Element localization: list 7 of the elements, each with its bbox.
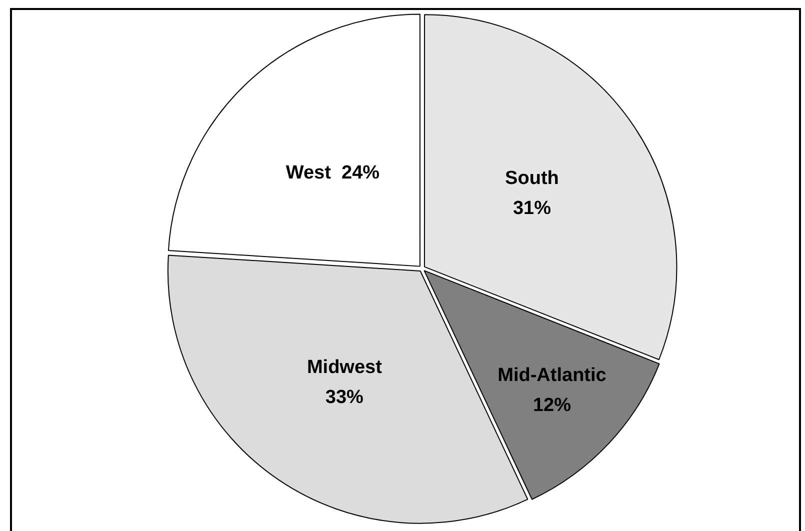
data-label: 12% bbox=[532, 394, 572, 416]
slice-label: South bbox=[505, 168, 559, 189]
data-label: 33% bbox=[325, 386, 364, 408]
slice-label: Mid-Atlantic bbox=[498, 364, 607, 386]
slice-label: West 24% bbox=[286, 162, 380, 184]
slice-label: Midwest bbox=[306, 356, 383, 378]
data-label: 31% bbox=[512, 198, 552, 219]
